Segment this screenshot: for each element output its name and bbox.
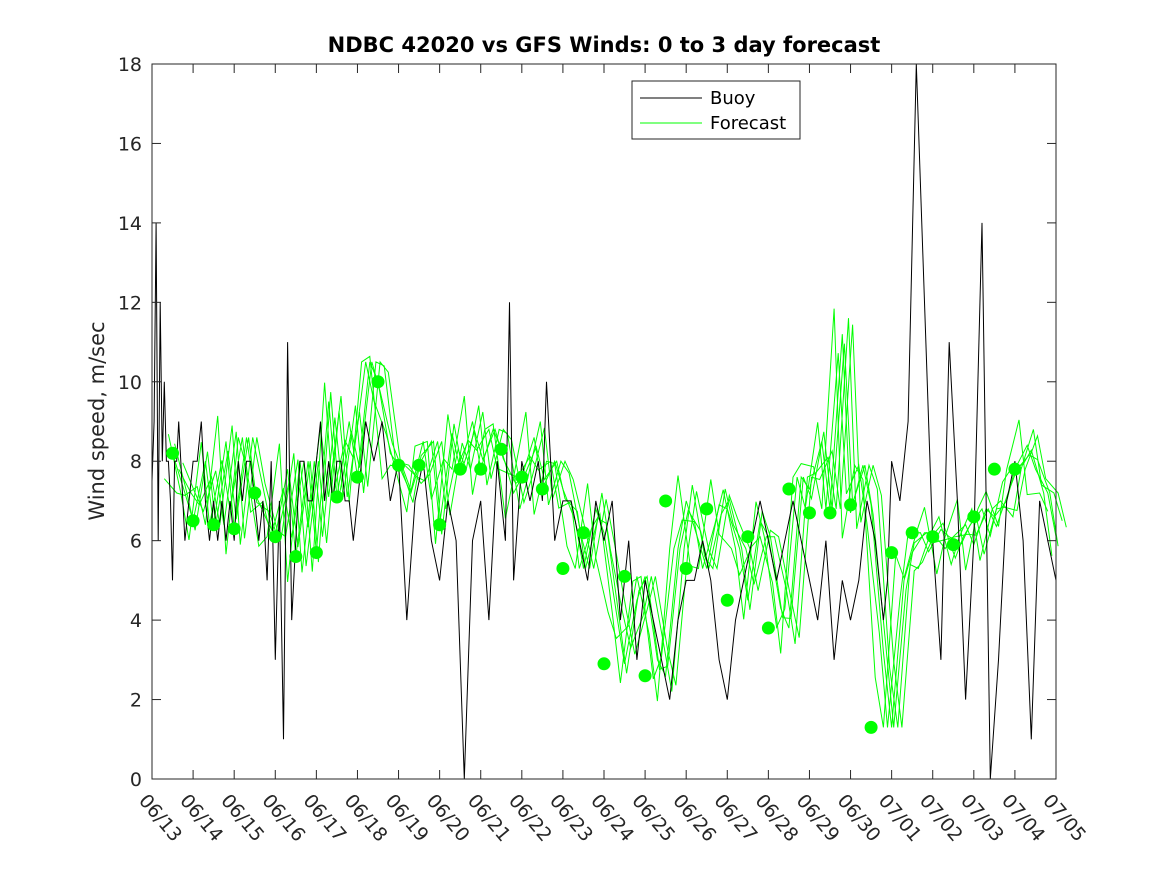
- analysis-marker: [207, 518, 221, 532]
- y-tick-label: 2: [130, 690, 142, 712]
- x-tick-label: 06/14: [175, 790, 227, 846]
- buoy-line: [151, 63, 1057, 780]
- analysis-markers: [166, 375, 1022, 734]
- analysis-marker: [248, 486, 262, 500]
- x-tick-label: 06/15: [216, 790, 268, 846]
- analysis-marker: [453, 462, 467, 476]
- y-tick-label: 8: [130, 451, 142, 473]
- analysis-marker: [515, 470, 529, 484]
- x-tick-label: 06/16: [257, 790, 309, 846]
- x-tick-label: 07/04: [997, 790, 1049, 846]
- analysis-marker: [618, 569, 632, 583]
- analysis-marker: [761, 621, 775, 635]
- analysis-marker: [987, 462, 1001, 476]
- x-tick-label: 06/28: [751, 790, 803, 846]
- buoy-line-group: [151, 63, 1057, 780]
- y-tick-label: 14: [118, 213, 142, 235]
- analysis-marker: [556, 561, 570, 575]
- forecast-line-5: [174, 343, 1059, 728]
- x-tick-label: 06/21: [463, 790, 515, 846]
- analysis-marker: [350, 470, 364, 484]
- x-tick-label: 06/26: [668, 790, 720, 846]
- analysis-marker: [679, 561, 693, 575]
- y-tick-label: 4: [130, 610, 142, 632]
- x-tick-label: 06/19: [381, 790, 433, 846]
- analysis-marker: [659, 494, 673, 508]
- analysis-marker: [638, 669, 652, 683]
- y-tick-label: 10: [118, 372, 142, 394]
- x-tick-label: 06/23: [545, 790, 597, 846]
- analysis-marker: [392, 458, 406, 472]
- forecast-line-4: [163, 308, 1049, 728]
- analysis-marker: [412, 458, 426, 472]
- x-tick-label: 06/30: [833, 790, 885, 846]
- analysis-marker: [885, 546, 899, 560]
- y-tick-label: 0: [130, 769, 142, 791]
- analysis-marker: [864, 720, 878, 734]
- forecast-line-1: [178, 318, 1063, 728]
- analysis-marker: [782, 482, 796, 496]
- x-tick-label: 06/20: [422, 790, 474, 846]
- analysis-marker: [700, 502, 714, 516]
- analysis-marker: [289, 550, 303, 564]
- y-axis-label: Wind speed, m/sec: [85, 321, 109, 520]
- forecast-line-3: [182, 324, 1067, 728]
- x-tick-label: 07/02: [915, 790, 967, 846]
- x-tick-label: 06/25: [627, 790, 679, 846]
- x-tick-label: 06/18: [340, 790, 392, 846]
- forecast-lines: [163, 308, 1067, 728]
- analysis-marker: [371, 375, 385, 389]
- y-tick-label: 12: [118, 292, 142, 314]
- y-axis: 0 2 4 6 8 10 12 14 16 18: [118, 54, 1056, 791]
- analysis-marker: [474, 462, 488, 476]
- analysis-marker: [1008, 462, 1022, 476]
- y-tick-label: 6: [130, 531, 142, 553]
- x-tick-label: 07/03: [956, 790, 1008, 846]
- x-tick-label: 06/13: [134, 790, 186, 846]
- analysis-marker: [802, 506, 816, 520]
- analysis-marker: [844, 498, 858, 512]
- analysis-marker: [741, 530, 755, 544]
- analysis-marker: [823, 506, 837, 520]
- x-tick-label: 07/01: [874, 790, 926, 846]
- legend: Buoy Forecast: [631, 80, 801, 140]
- analysis-marker: [720, 593, 734, 607]
- legend-label-forecast: Forecast: [710, 113, 786, 134]
- analysis-marker: [597, 657, 611, 671]
- x-tick-label: 07/05: [1038, 790, 1090, 846]
- analysis-marker: [576, 526, 590, 540]
- analysis-marker: [166, 446, 180, 460]
- analysis-marker: [268, 530, 282, 544]
- analysis-marker: [186, 514, 200, 528]
- analysis-marker: [946, 538, 960, 552]
- analysis-marker: [433, 518, 447, 532]
- legend-box: [631, 80, 801, 140]
- analysis-marker: [967, 510, 981, 524]
- analysis-marker: [227, 522, 241, 536]
- analysis-marker: [926, 530, 940, 544]
- chart-title: NDBC 42020 vs GFS Winds: 0 to 3 day fore…: [328, 33, 881, 57]
- y-tick-label: 16: [118, 133, 142, 155]
- forecast-line-2: [167, 353, 1053, 728]
- x-tick-label: 06/29: [792, 790, 844, 846]
- analysis-marker: [905, 526, 919, 540]
- analysis-marker: [309, 546, 323, 560]
- y-tick-label: 18: [118, 54, 142, 76]
- forecast-line-0: [172, 334, 1057, 728]
- x-tick-label: 06/17: [299, 790, 351, 846]
- analysis-marker: [535, 482, 549, 496]
- legend-label-buoy: Buoy: [710, 88, 756, 109]
- analysis-marker: [330, 490, 344, 504]
- x-tick-label: 06/24: [586, 790, 638, 846]
- analysis-marker: [494, 442, 508, 456]
- x-tick-label: 06/27: [709, 790, 761, 846]
- x-tick-label: 06/22: [504, 790, 556, 846]
